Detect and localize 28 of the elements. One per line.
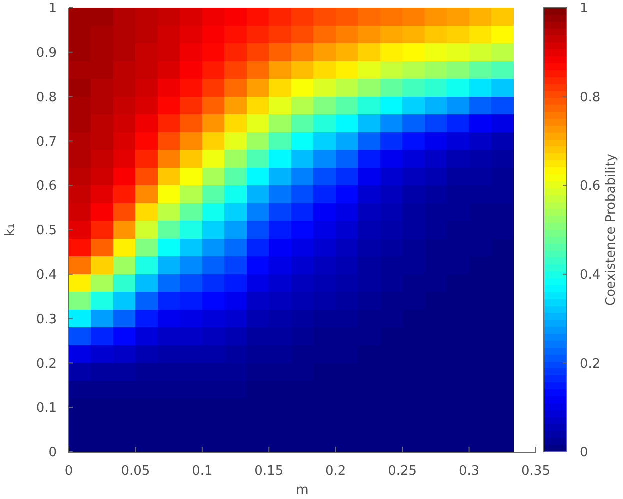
x-tick-label: 0.3 [458,464,480,479]
y-tick-label: 0.3 [36,312,57,328]
color-bar-label: 0.6 [580,179,601,194]
y-axis-title: k₁ [3,224,18,236]
y-tick-label: 0.5 [36,224,57,239]
y-tick-label: 0.9 [36,46,57,61]
y-tick-label: 0.4 [36,268,57,283]
y-tick-label: 0.1 [36,401,57,416]
x-tick-label: 0.25 [388,464,418,479]
x-tick-label: 0.35 [522,464,550,479]
color-bar-label: 0.4 [580,268,601,283]
color-bar-label: 1 [580,2,588,17]
x-axis-title: m [296,483,309,498]
x-tick-label: 0 [64,464,74,479]
color-bar-label: 0 [580,446,588,461]
y-tick-label: 0.2 [36,356,57,372]
x-tick-label: 0.15 [254,464,284,479]
y-tick-label: 0.6 [36,179,57,194]
y-tick-label: 0.8 [36,90,57,106]
x-tick-label: 0.05 [121,464,150,479]
color-bar-title: Coexistence Probability [604,154,619,306]
y-tick-label: 0 [48,446,57,461]
x-tick-label: 0.1 [192,464,213,479]
color-bar-label: 0.2 [580,356,601,372]
y-tick-label: 1 [48,2,57,17]
y-tick-label: 0.7 [36,134,57,150]
color-bar-label: 0.8 [580,90,601,106]
x-tick-label: 0.2 [326,464,346,479]
